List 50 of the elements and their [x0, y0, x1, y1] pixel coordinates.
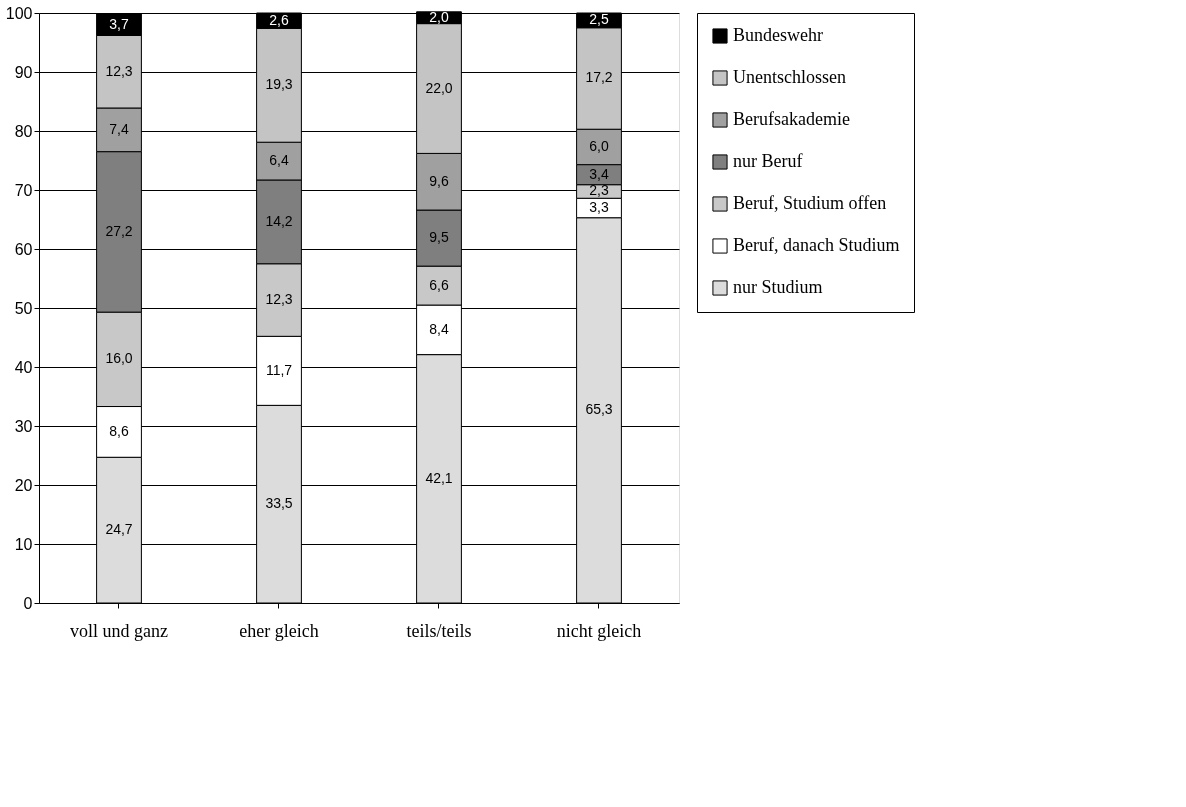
y-tick-label: 40 — [14, 358, 33, 376]
data-label: 2,6 — [269, 11, 289, 28]
data-label: 33,5 — [265, 495, 293, 512]
y-tick-label: 70 — [14, 181, 33, 199]
data-label: 2,0 — [429, 8, 449, 25]
data-label: 6,0 — [589, 137, 609, 154]
y-tick-label: 0 — [23, 594, 33, 612]
data-label: 42,1 — [425, 469, 453, 486]
y-tick-label: 30 — [14, 417, 33, 435]
x-tick-label: nicht gleich — [556, 620, 642, 641]
data-label: 3,3 — [589, 198, 609, 215]
data-label: 8,6 — [109, 422, 129, 439]
legend-label: Beruf, danach Studium — [733, 235, 900, 255]
data-label: 9,6 — [429, 172, 449, 189]
data-label: 12,3 — [265, 291, 293, 308]
data-label: 14,2 — [265, 212, 293, 229]
data-label: 2,3 — [589, 182, 609, 199]
data-label: 24,7 — [105, 521, 133, 538]
data-label: 12,3 — [105, 62, 133, 79]
y-tick-label: 60 — [14, 240, 33, 258]
y-tick-label: 80 — [14, 122, 33, 140]
data-label: 16,0 — [105, 350, 133, 367]
data-label: 19,3 — [265, 76, 293, 93]
legend-label: nur Studium — [733, 277, 823, 297]
y-tick-label: 10 — [14, 535, 33, 553]
data-label: 27,2 — [105, 222, 133, 239]
data-label: 3,7 — [109, 15, 129, 32]
data-label: 65,3 — [585, 401, 613, 418]
legend-label: Bundeswehr — [733, 25, 823, 45]
x-tick-label: voll und ganz — [70, 620, 168, 641]
data-label: 8,4 — [429, 320, 449, 337]
data-label: 7,4 — [109, 120, 129, 137]
data-label: 6,6 — [429, 276, 449, 293]
y-tick-label: 20 — [14, 476, 33, 494]
y-tick-label: 100 — [5, 4, 33, 22]
data-label: 17,2 — [585, 69, 613, 86]
data-label: 11,7 — [265, 361, 293, 378]
data-label: 22,0 — [425, 79, 453, 96]
legend-label: Unentschlossen — [733, 67, 846, 87]
data-label: 3,4 — [589, 165, 609, 182]
data-label: 6,4 — [269, 152, 289, 169]
legend-label: Beruf, Studium offen — [733, 193, 887, 213]
x-tick-label: eher gleich — [239, 620, 319, 641]
y-tick-label: 90 — [14, 63, 33, 81]
legend-label: Berufsakademie — [733, 109, 850, 129]
legend-label: nur Beruf — [733, 151, 803, 171]
data-label: 9,5 — [429, 229, 449, 246]
y-tick-label: 50 — [14, 299, 33, 317]
data-label: 2,5 — [589, 11, 609, 28]
x-tick-label: teils/teils — [406, 620, 472, 641]
